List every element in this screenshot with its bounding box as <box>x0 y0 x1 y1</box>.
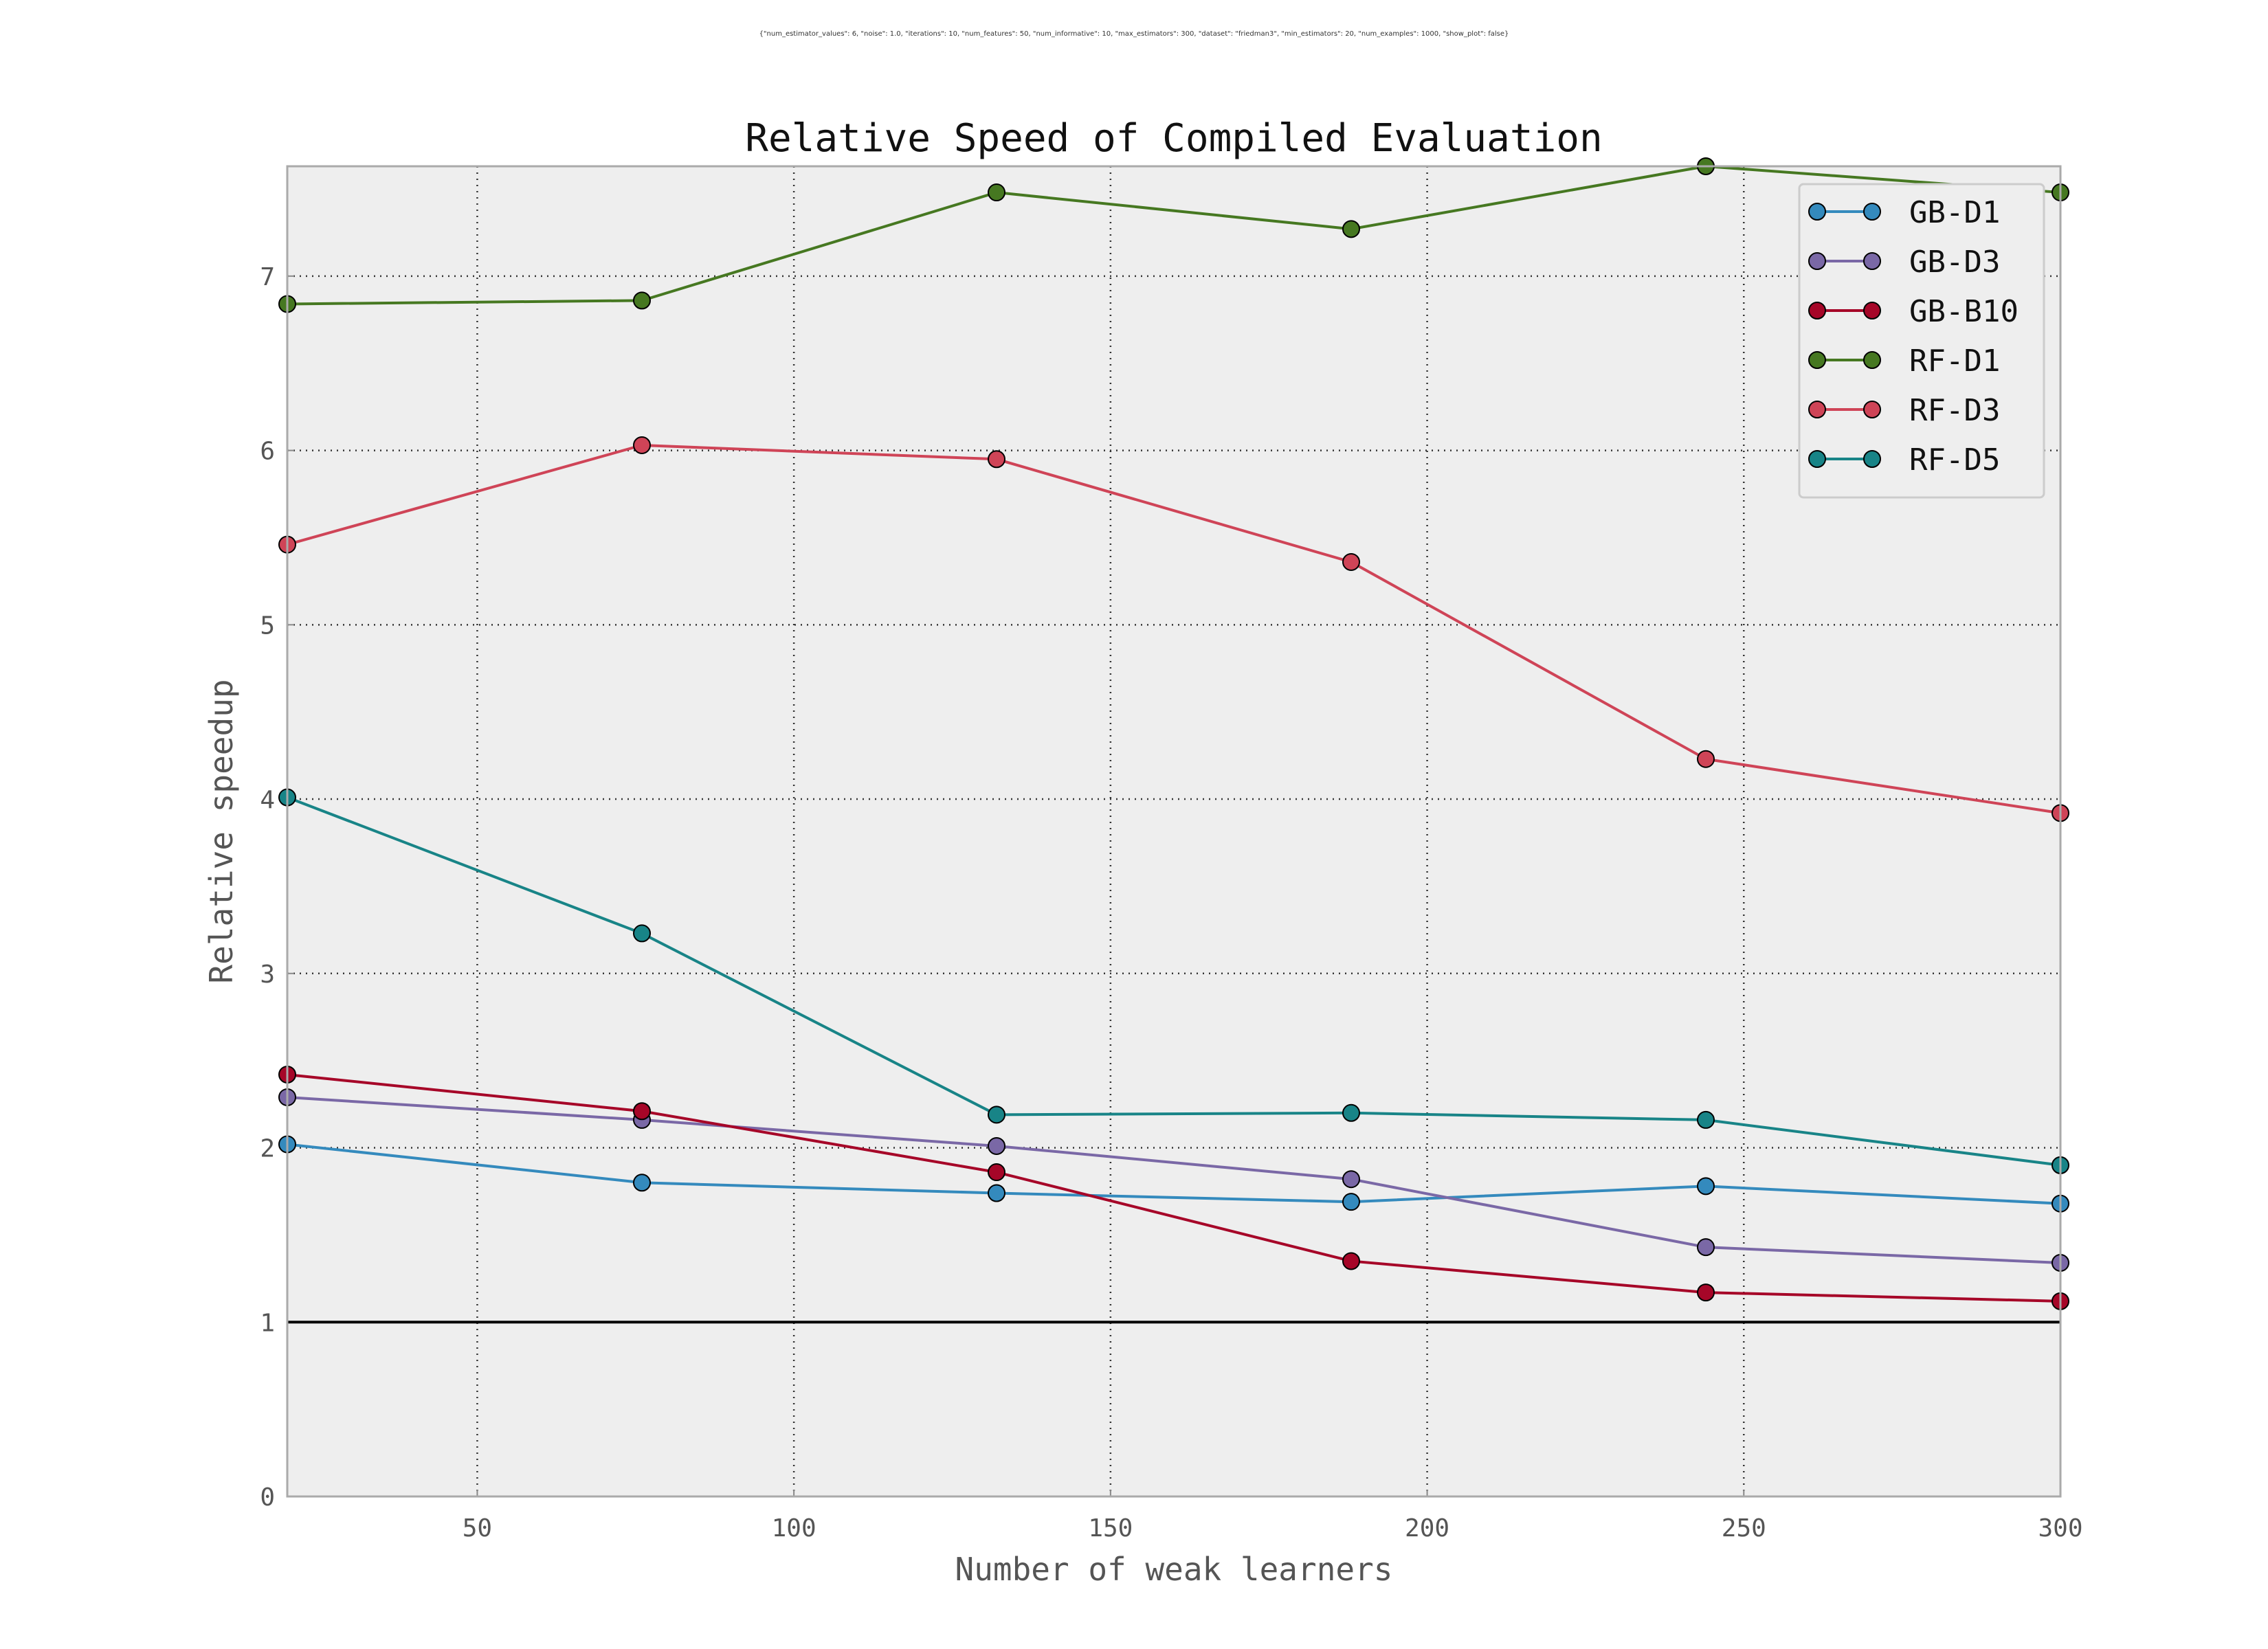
chart-title: Relative Speed of Compiled Evaluation <box>745 116 1602 161</box>
data-point <box>1342 1170 1360 1189</box>
plot-area <box>287 166 2060 1496</box>
series-line <box>287 1095 2061 1264</box>
y-tick-label: 0 <box>260 1483 275 1512</box>
data-point <box>988 450 1005 469</box>
data-point <box>633 1102 651 1121</box>
legend-label: GB-D3 <box>1909 245 2000 280</box>
tick-labels: 50 100 150 200 250 300 0 1 2 3 4 5 6 7 <box>260 263 2082 1543</box>
data-point <box>1697 750 1715 768</box>
legend-label: RF-D1 <box>1909 344 2000 379</box>
legend-label: RF-D5 <box>1909 442 2000 478</box>
legend-marker <box>1863 203 1881 221</box>
series-line <box>287 1143 2061 1205</box>
x-tick-label: 50 <box>463 1514 492 1543</box>
series-rf-d5 <box>278 788 2069 1174</box>
data-point <box>1697 1283 1715 1302</box>
y-tick-label: 7 <box>260 263 275 291</box>
legend-marker <box>1863 351 1881 369</box>
data-point <box>1342 1252 1360 1270</box>
legend-marker <box>1808 252 1826 270</box>
y-axis-label: Relative speedup <box>203 679 240 983</box>
legend-marker <box>1863 450 1881 468</box>
data-point <box>633 1174 651 1192</box>
legend: GB-D1 GB-D3 GB-B10 RF-D1 RF-D3 RF-D5 <box>1798 183 2045 499</box>
data-point <box>988 1136 1005 1155</box>
y-tick-label: 2 <box>260 1135 275 1163</box>
plot-frame <box>286 165 2062 1498</box>
data-point <box>988 1184 1005 1202</box>
legend-marker <box>1863 252 1881 270</box>
legend-item: RF-D3 <box>1808 393 2000 428</box>
data-point <box>633 436 651 454</box>
data-point <box>633 924 651 943</box>
series-line <box>287 796 2061 1167</box>
legend-item: RF-D1 <box>1808 344 2000 379</box>
legend-marker <box>1863 302 1881 319</box>
x-tick-label: 250 <box>1722 1514 1766 1543</box>
legend-label: GB-D1 <box>1909 195 2000 230</box>
x-tick-label: 300 <box>2038 1514 2082 1543</box>
legend-label: RF-D3 <box>1909 393 2000 428</box>
data-point <box>1697 1110 1715 1129</box>
series-gb-b10 <box>278 1065 2069 1310</box>
x-tick-label: 200 <box>1405 1514 1449 1543</box>
y-tick-label: 4 <box>260 786 275 814</box>
data-point <box>1342 552 1360 571</box>
legend-marker <box>1808 450 1826 468</box>
data-point <box>1697 1177 1715 1196</box>
legend-item: GB-D1 <box>1808 195 2000 230</box>
y-tick-label: 6 <box>260 438 275 466</box>
legend-marker <box>1863 401 1881 418</box>
data-point <box>633 291 651 310</box>
data-point <box>1697 1238 1715 1257</box>
legend-label: GB-B10 <box>1909 294 2019 329</box>
series-group <box>278 157 2069 1310</box>
data-point <box>1342 1193 1360 1211</box>
legend-marker <box>1808 302 1826 319</box>
legend-item: GB-B10 <box>1808 294 2019 329</box>
x-tick-label: 150 <box>1088 1514 1133 1543</box>
data-point <box>1342 220 1360 238</box>
data-point <box>988 183 1005 202</box>
data-point <box>988 1106 1005 1124</box>
series-line <box>287 1073 2061 1303</box>
legend-marker <box>1808 203 1826 221</box>
data-point <box>1342 1103 1360 1122</box>
legend-item: RF-D5 <box>1808 442 2000 478</box>
legend-marker <box>1808 351 1826 369</box>
parameters-text: {"num_estimator_values": 6, "noise": 1.0… <box>759 30 1509 38</box>
y-tick-label: 1 <box>260 1309 275 1337</box>
x-axis-label: Number of weak learners <box>955 1551 1393 1588</box>
legend-marker <box>1808 401 1826 418</box>
series-line <box>287 164 2061 306</box>
legend-item: GB-D3 <box>1808 245 2000 280</box>
x-tick-label: 100 <box>772 1514 816 1543</box>
y-tick-label: 5 <box>260 612 275 640</box>
series-line <box>287 443 2061 815</box>
data-point <box>988 1163 1005 1182</box>
y-tick-label: 3 <box>260 961 275 989</box>
